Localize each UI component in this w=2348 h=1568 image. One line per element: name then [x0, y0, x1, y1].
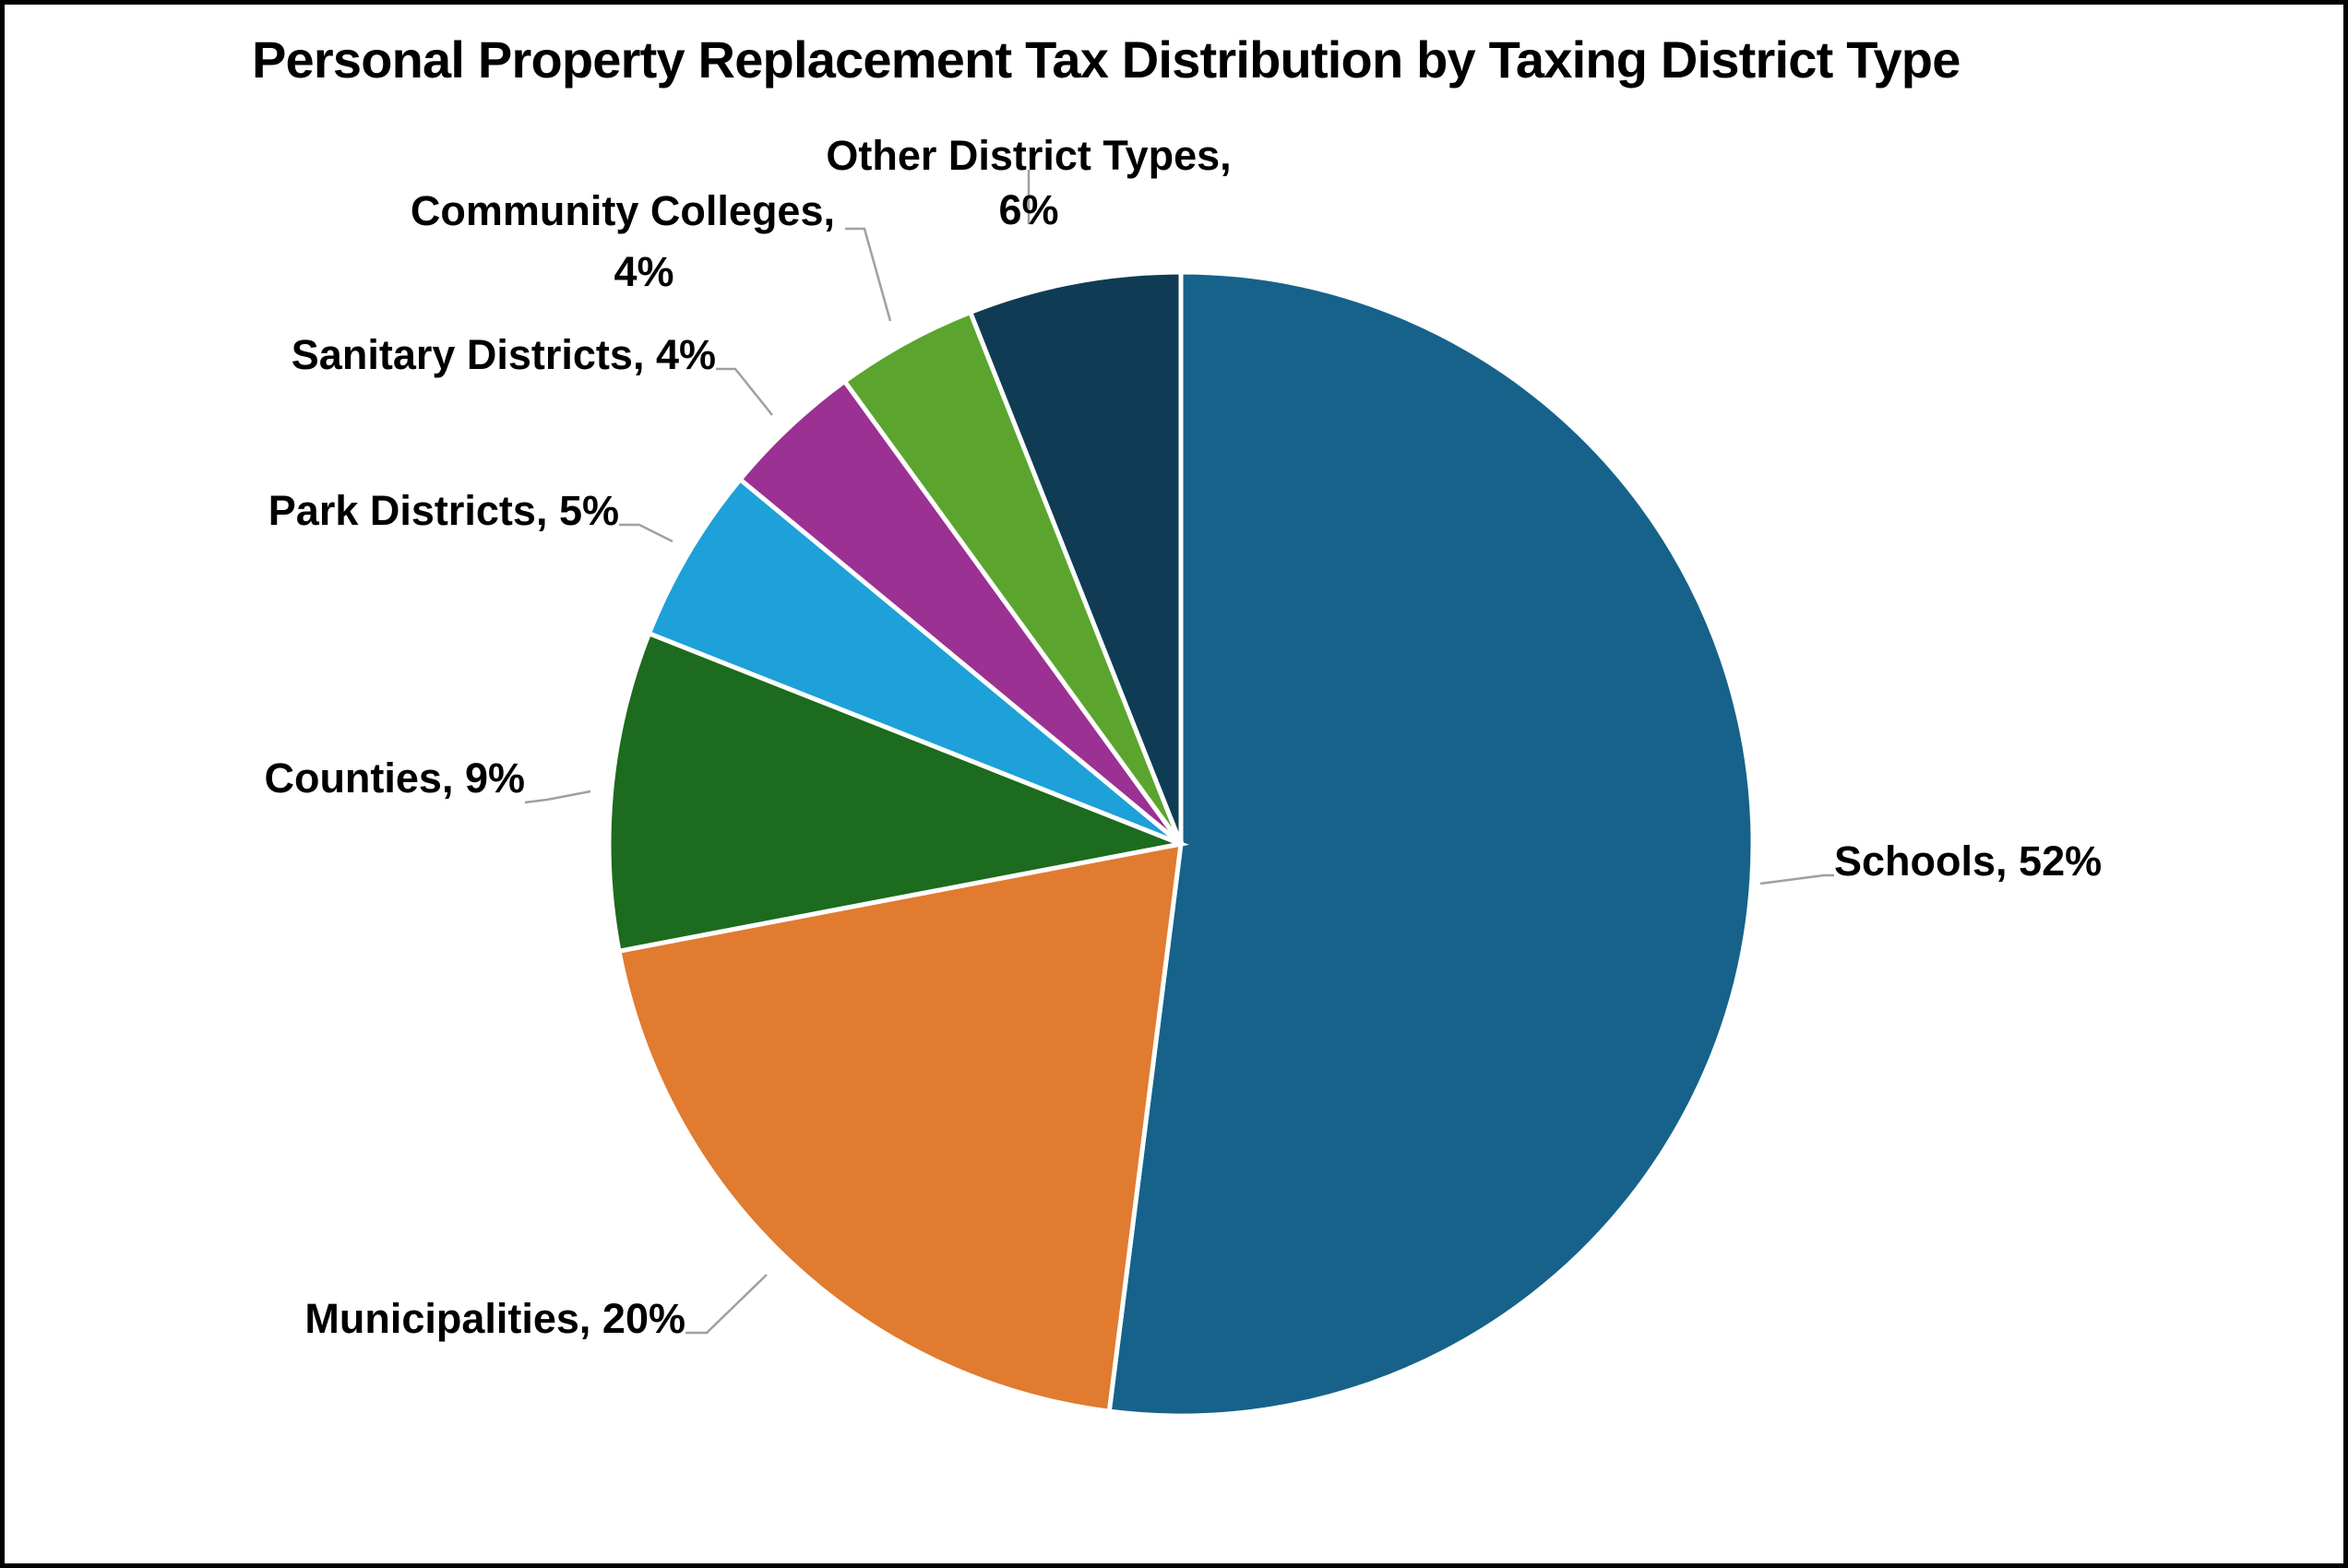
svg-text:Other District Types,: Other District Types,	[826, 132, 1231, 179]
svg-text:Schools, 52%: Schools, 52%	[1834, 837, 2102, 885]
svg-text:Sanitary Districts, 4%: Sanitary Districts, 4%	[292, 331, 716, 378]
svg-text:Counties, 9%: Counties, 9%	[264, 754, 525, 802]
svg-text:Community Colleges,: Community Colleges,	[411, 187, 835, 234]
svg-text:Municipalities, 20%: Municipalities, 20%	[304, 1295, 685, 1342]
svg-text:6%: 6%	[998, 186, 1058, 233]
svg-text:Park Districts, 5%: Park Districts, 5%	[268, 487, 619, 534]
svg-text:4%: 4%	[614, 248, 673, 295]
